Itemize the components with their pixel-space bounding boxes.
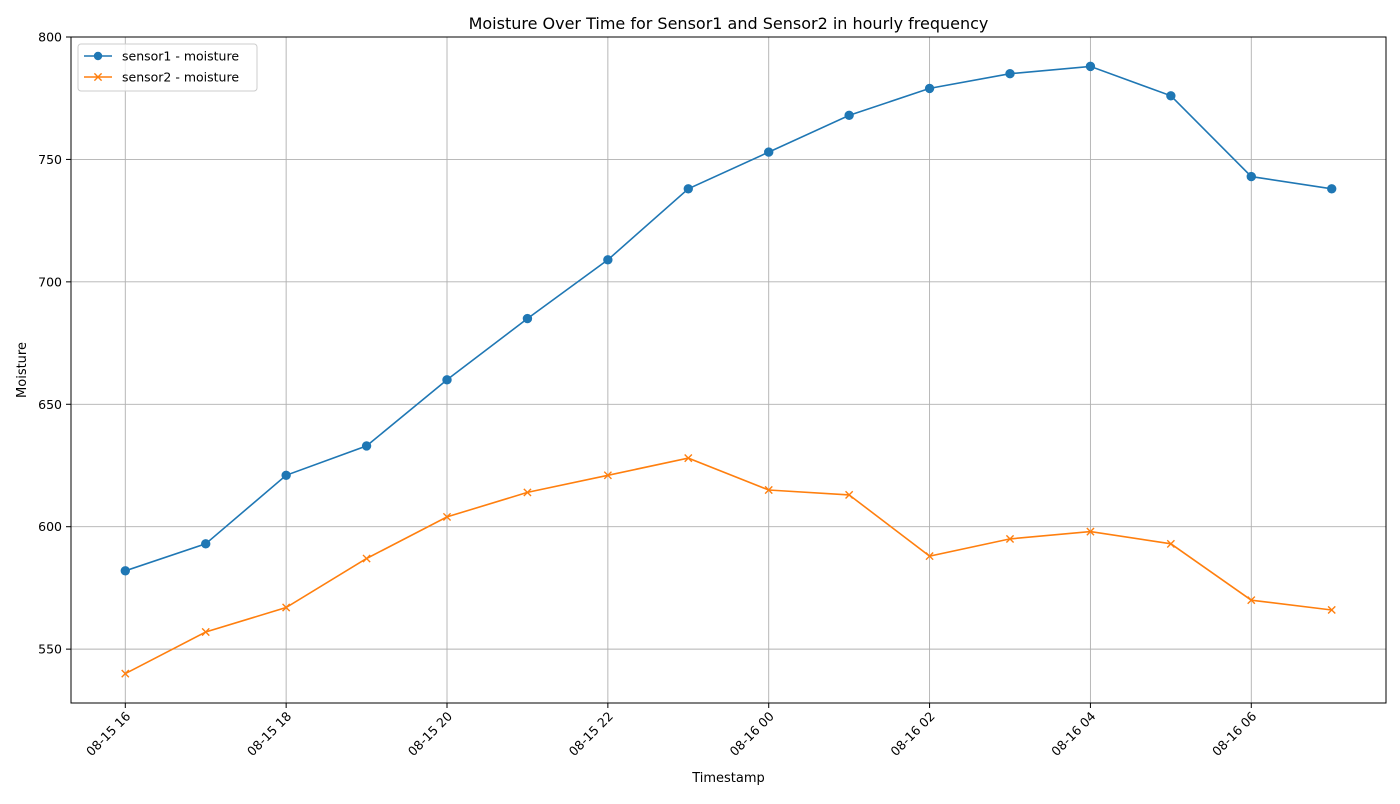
series-1: [120, 61, 1337, 576]
data-point-circle: [844, 110, 854, 121]
plot-frame: [70, 36, 1387, 704]
legend-label: sensor2 - moisture: [122, 70, 239, 85]
x-tick-label: 08-15 16: [83, 708, 133, 758]
data-point-circle: [1166, 91, 1176, 101]
y-tick-label: 700: [38, 274, 62, 289]
y-tick-label: 750: [38, 152, 62, 167]
series-line: [124, 457, 1332, 675]
legend-box: [77, 43, 258, 92]
data-point-circle: [522, 313, 533, 324]
data-point-x: [1327, 605, 1336, 615]
data-point-circle: [764, 147, 774, 157]
data-point-x: [523, 488, 532, 497]
x-tick-label: 08-16 06: [1209, 708, 1259, 758]
series-line: [125, 65, 1332, 572]
data-point-circle: [442, 375, 452, 385]
x-tick-label: 08-16 04: [1048, 708, 1098, 758]
data-point-x: [764, 485, 773, 495]
data-point-circle: [120, 566, 130, 576]
data-point-circle: [1327, 184, 1337, 194]
y-tick-label: 600: [38, 519, 62, 534]
data-point-circle: [683, 184, 693, 194]
data-point-x: [1086, 527, 1095, 536]
x-tick-label: 08-15 20: [405, 708, 455, 758]
data-point-x: [684, 454, 693, 463]
data-point-x: [845, 490, 854, 499]
legend: sensor1 - moisture sensor2 - moisture: [77, 43, 258, 92]
legend-entry-1: sensor1 - moisture: [84, 49, 239, 64]
data-point-circle: [201, 539, 211, 549]
y-tick-label: 800: [38, 30, 62, 45]
data-point-x: [1166, 539, 1175, 548]
data-point-x: [925, 551, 934, 561]
data-point-x: [603, 471, 612, 480]
data-point-x: [1005, 534, 1015, 544]
y-axis-label: Moisture: [15, 342, 30, 398]
x-tick-label: 08-16 02: [887, 709, 937, 759]
data-point-x: [442, 512, 452, 522]
legend-entries: sensor1 - moisture sensor2 - moisture: [84, 49, 239, 85]
legend-marker-x: [93, 72, 103, 82]
x-tick-label: 08-16 00: [726, 708, 776, 758]
y-tick-label: 650: [38, 397, 62, 412]
chart-title: Moisture Over Time for Sensor1 and Senso…: [469, 14, 989, 33]
series-2: [121, 454, 1336, 678]
data-point-x: [201, 627, 210, 637]
legend-label: sensor1 - moisture: [122, 49, 239, 64]
x-tick-label: 08-15 22: [566, 709, 616, 759]
data-point-circle: [603, 255, 613, 265]
y-tick-label: 550: [38, 642, 62, 657]
x-axis-label: Timestamp: [691, 771, 765, 786]
series-group: [120, 61, 1337, 678]
data-point-x: [121, 669, 130, 678]
data-point-circle: [1005, 69, 1015, 79]
grid: [71, 36, 1386, 703]
data-point-circle: [281, 470, 291, 480]
legend-marker-circle: [93, 51, 103, 61]
data-point-x: [282, 603, 291, 612]
data-point-circle: [1246, 171, 1256, 182]
data-point-circle: [1085, 61, 1096, 72]
data-point-circle: [924, 83, 935, 94]
data-point-x: [1247, 596, 1256, 605]
data-point-circle: [361, 441, 372, 451]
legend-entry-2: sensor2 - moisture: [84, 70, 239, 85]
x-tick-label: 08-15 18: [244, 708, 294, 758]
data-point-x: [362, 554, 371, 563]
